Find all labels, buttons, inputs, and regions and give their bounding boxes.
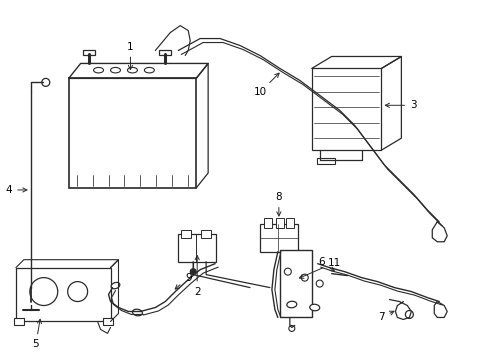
Bar [68,78,196,188]
Bar [260,224,297,252]
Ellipse shape [132,309,142,316]
Bar [264,218,271,228]
Bar [82,50,94,55]
Circle shape [301,274,307,281]
Bar [178,234,216,262]
Text: 11: 11 [299,258,341,278]
Circle shape [41,78,50,86]
Ellipse shape [127,67,137,73]
Text: 8: 8 [275,192,282,216]
Circle shape [30,278,58,306]
Bar [201,230,211,238]
Text: 9: 9 [175,273,191,289]
Ellipse shape [286,301,296,308]
Ellipse shape [144,67,154,73]
Bar [316,158,334,164]
Bar [181,230,191,238]
Circle shape [316,280,323,287]
Bar [285,218,293,228]
Bar [275,218,283,228]
Bar [159,50,171,55]
Text: 1: 1 [127,41,134,69]
Ellipse shape [309,304,319,311]
Ellipse shape [111,282,120,289]
Bar [16,268,110,321]
Ellipse shape [110,67,120,73]
Bar [311,68,381,150]
Ellipse shape [93,67,103,73]
Circle shape [67,282,87,302]
Text: 5: 5 [32,319,41,349]
Text: 2: 2 [193,256,200,297]
Circle shape [405,310,412,319]
Bar [14,319,24,325]
Text: 7: 7 [377,311,393,323]
Circle shape [25,298,37,310]
Text: 6: 6 [318,257,334,271]
Circle shape [288,325,294,332]
Text: 4: 4 [5,185,27,195]
Text: 3: 3 [385,100,416,110]
Bar [279,250,311,318]
Text: 10: 10 [253,73,279,97]
Circle shape [284,268,291,275]
Bar [102,319,112,325]
Circle shape [190,269,196,275]
